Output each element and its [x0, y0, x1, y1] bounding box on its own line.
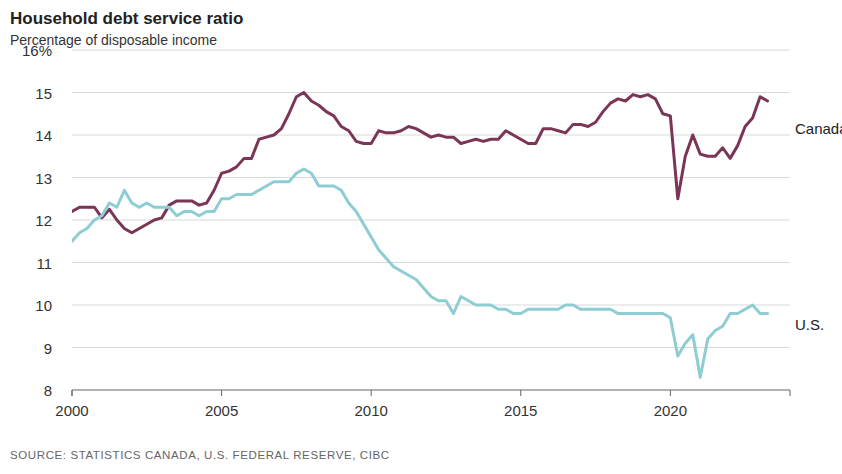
- x-tick: [72, 390, 73, 396]
- series-label: Canada: [795, 120, 842, 137]
- grid: [72, 50, 790, 348]
- y-tick-label: 11: [36, 255, 52, 272]
- y-tick-label: 15: [35, 85, 52, 102]
- y-tick-label: 14: [35, 127, 52, 144]
- y-tick-label: 10: [35, 297, 52, 314]
- chart: Household debt service ratioPercentage o…: [0, 0, 842, 474]
- x-tick: [371, 390, 372, 396]
- x-tick: [670, 390, 671, 396]
- y-tick-label: 8: [44, 382, 52, 399]
- series-line: [72, 169, 768, 377]
- x-tick-label: 2010: [354, 402, 387, 419]
- x-axis-end: [790, 390, 791, 396]
- grid-line: [72, 92, 790, 93]
- series-line: [72, 93, 768, 233]
- x-tick-label: 2000: [55, 402, 88, 419]
- y-tick-label: 16%: [22, 42, 52, 59]
- series-label: U.S.: [795, 316, 824, 333]
- x-tick: [520, 390, 521, 396]
- grid-line: [72, 50, 790, 51]
- grid-line: [72, 220, 790, 221]
- grid-line: [72, 262, 790, 263]
- x-axis-start: [72, 390, 73, 396]
- grid-line: [72, 135, 790, 136]
- y-tick-label: 13: [35, 170, 52, 187]
- y-tick-label: 12: [35, 212, 52, 229]
- x-axis: [72, 389, 790, 390]
- x-tick-label: 2015: [504, 402, 537, 419]
- grid-line: [72, 305, 790, 306]
- x-tick-label: 2020: [654, 402, 687, 419]
- source: SOURCE: STATISTICS CANADA, U.S. FEDERAL …: [10, 449, 390, 461]
- title: Household debt service ratio: [10, 9, 243, 28]
- x-tick: [221, 390, 222, 396]
- x-tick-label: 2005: [205, 402, 238, 419]
- y-tick-label: 9: [44, 340, 52, 357]
- lines: [72, 93, 768, 378]
